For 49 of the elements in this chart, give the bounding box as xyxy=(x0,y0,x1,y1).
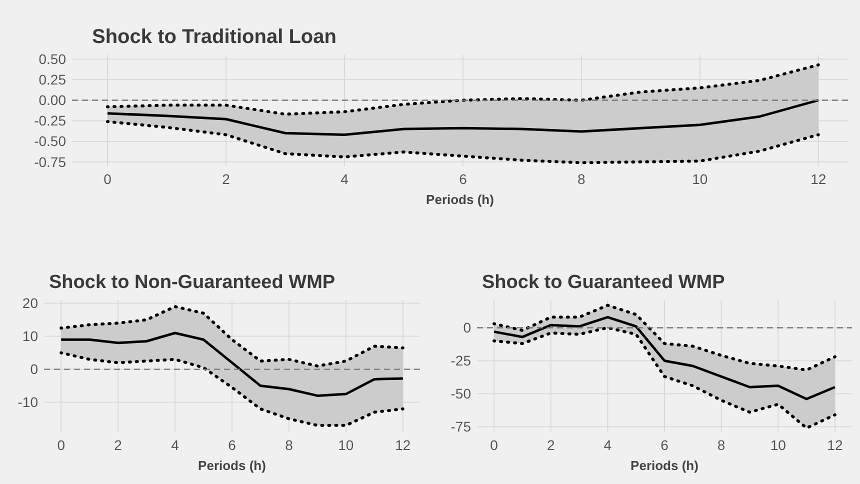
x-tick-label: 4 xyxy=(340,171,349,187)
x-tick-label: 10 xyxy=(338,437,354,453)
y-tick-label: 0.25 xyxy=(38,72,66,88)
x-axis-title: Periods (h) xyxy=(630,458,698,473)
y-tick-label: -0.50 xyxy=(34,133,66,150)
x-axis-title: Periods (h) xyxy=(426,192,494,207)
x-tick-label: 2 xyxy=(114,437,122,453)
y-tick-label: 0.00 xyxy=(38,92,66,108)
x-tick-label: 10 xyxy=(692,171,708,187)
x-tick-label: 10 xyxy=(770,437,786,453)
chart-title: Shock to Traditional Loan xyxy=(92,26,336,48)
y-tick-label: 0.50 xyxy=(38,51,66,68)
y-tick-label: 20 xyxy=(22,295,38,312)
x-axis-title: Periods (h) xyxy=(198,458,266,473)
line-series xyxy=(492,316,836,400)
x-tick-label: 8 xyxy=(578,171,586,187)
y-tick-label: -50 xyxy=(450,386,472,402)
x-tick-label: 6 xyxy=(660,437,669,453)
line-series xyxy=(60,305,404,368)
line-series xyxy=(106,98,820,136)
x-tick-label: 8 xyxy=(717,437,726,453)
x-tick-label: 0 xyxy=(490,437,498,453)
chart-title: Shock to Non-Guaranteed WMP xyxy=(49,272,336,293)
x-tick-label: 12 xyxy=(810,171,826,187)
line-series xyxy=(106,120,820,164)
line-series xyxy=(492,304,836,372)
y-tick-label: 10 xyxy=(22,328,38,344)
y-tick-label: -75 xyxy=(450,418,472,435)
x-tick-label: 4 xyxy=(171,437,180,453)
x-tick-label: 8 xyxy=(285,437,294,453)
x-tick-label: 4 xyxy=(604,437,612,453)
y-tick-label: -0.25 xyxy=(34,112,66,129)
x-tick-label: 12 xyxy=(827,437,843,453)
chart-title: Shock to Guaranteed WMP xyxy=(482,272,726,293)
line-series xyxy=(60,332,404,397)
y-tick-label: -25 xyxy=(450,352,472,369)
x-tick-label: 0 xyxy=(104,171,112,187)
x-tick-label: 6 xyxy=(459,171,468,187)
line-series xyxy=(106,63,820,116)
y-tick-label: -0.75 xyxy=(34,154,66,170)
y-tick-label: 0 xyxy=(30,361,38,378)
y-tick-label: 0 xyxy=(463,320,472,336)
line-series xyxy=(492,326,836,430)
x-tick-label: 12 xyxy=(395,437,411,453)
x-tick-label: 6 xyxy=(228,437,236,453)
y-tick-label: -10 xyxy=(18,394,38,410)
x-tick-label: 2 xyxy=(222,171,230,187)
x-tick-label: 2 xyxy=(546,437,555,453)
line-series xyxy=(60,351,404,427)
